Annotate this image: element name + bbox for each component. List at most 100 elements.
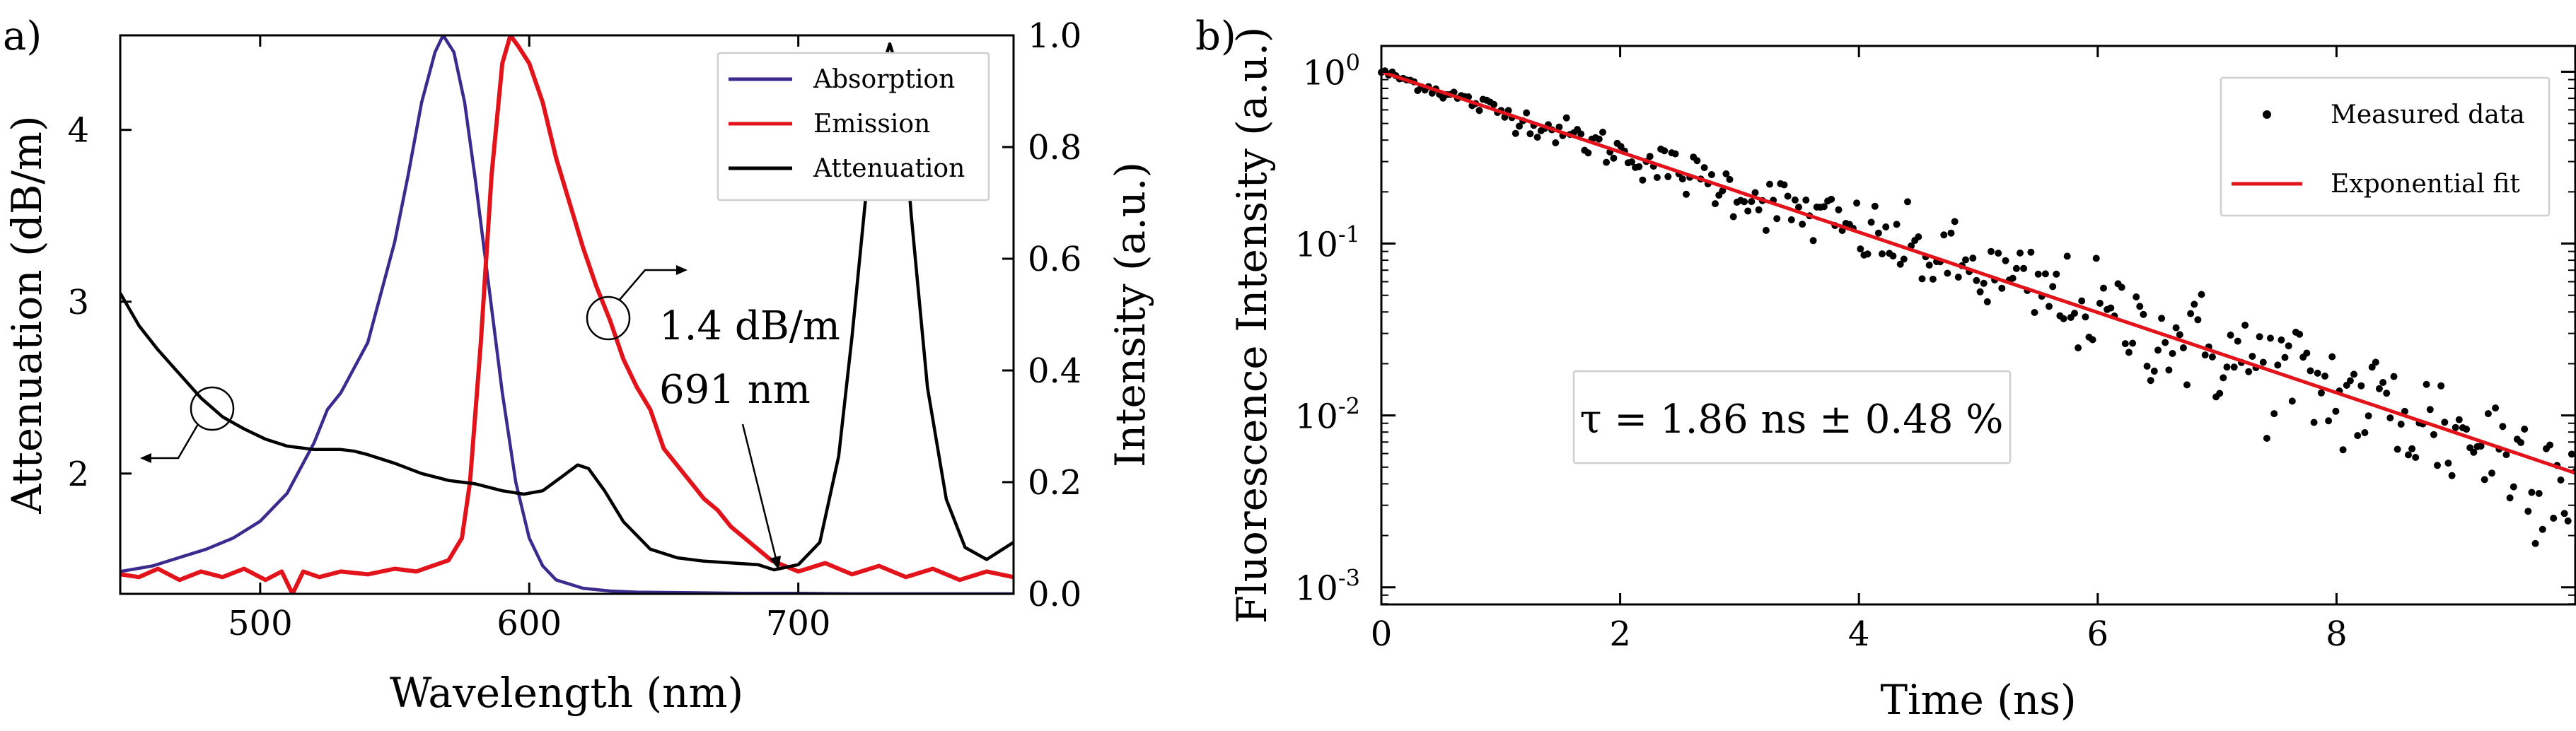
data-point xyxy=(2002,257,2009,264)
data-point xyxy=(1610,154,1618,162)
legend-absorption-label: Absorption xyxy=(813,65,955,94)
data-point xyxy=(2031,309,2038,316)
y2-tick-label: 1.0 xyxy=(1028,16,1081,56)
data-point xyxy=(2169,350,2176,357)
data-point xyxy=(2078,297,2086,305)
data-point xyxy=(1962,256,1969,264)
panel-b-xlabel: Time (ns) xyxy=(1880,676,2076,724)
data-point xyxy=(1516,122,1523,130)
data-point xyxy=(2129,339,2137,347)
data-point xyxy=(2165,366,2173,374)
data-point xyxy=(2379,379,2387,386)
data-point xyxy=(2107,304,2115,312)
panel-b-label: b) xyxy=(1195,13,1236,59)
data-point xyxy=(2328,353,2336,361)
data-point xyxy=(2100,284,2107,292)
data-point xyxy=(2208,353,2216,361)
data-point xyxy=(1678,175,1686,183)
panel-a-y2ticks: 0.0 0.2 0.4 0.6 0.8 1.0 xyxy=(1002,16,1081,614)
data-point xyxy=(2179,344,2187,351)
emission-axis-marker-circle xyxy=(586,296,631,341)
data-point xyxy=(2375,385,2383,392)
data-point xyxy=(1693,157,1701,165)
panel-a-ylabel: Attenuation (dB/m) xyxy=(3,115,51,514)
data-point xyxy=(1951,218,1959,226)
data-point xyxy=(2034,270,2042,278)
annotation-attenuation-value: 1.4 dB/m xyxy=(659,303,840,349)
data-point xyxy=(1874,229,1882,237)
data-point xyxy=(2191,300,2198,308)
data-point xyxy=(2368,363,2376,371)
data-point xyxy=(1853,199,1861,207)
data-point xyxy=(2307,367,2314,375)
data-point xyxy=(1475,107,1483,115)
data-point xyxy=(1744,207,1752,215)
data-point xyxy=(2154,346,2162,354)
panel-a-xlabel: Wavelength (nm) xyxy=(390,669,743,717)
data-point xyxy=(2354,432,2362,440)
x-tick-label: 600 xyxy=(497,604,562,643)
attenuation-axis-marker-arrow xyxy=(147,423,199,460)
x-tick-label: 4 xyxy=(1848,614,1870,654)
data-point xyxy=(2046,303,2053,310)
legend-attenuation-label: Attenuation xyxy=(813,154,965,183)
y-tick-label: 4 xyxy=(67,111,89,151)
data-point xyxy=(2136,303,2144,310)
data-point xyxy=(1599,129,1606,136)
legend-measured-swatch xyxy=(2263,110,2271,119)
data-point xyxy=(2147,377,2154,385)
panel-a-legend: Absorption Emission Attenuation xyxy=(716,52,990,201)
data-point xyxy=(1748,198,1756,206)
data-point xyxy=(1900,255,1908,263)
series-line-emission xyxy=(120,35,1014,594)
y2-tick-label: 0.0 xyxy=(1028,575,1081,614)
tau-annotation-text: τ = 1.86 ns ± 0.48 % xyxy=(1579,397,2003,443)
data-point xyxy=(1864,250,1872,258)
x-tick-label: 2 xyxy=(1609,614,1631,654)
data-point xyxy=(1628,158,1635,165)
data-point xyxy=(2437,382,2445,390)
right-arrowhead-icon xyxy=(676,265,687,275)
data-point xyxy=(2216,390,2224,397)
panel-b-series xyxy=(1378,67,2576,547)
data-point xyxy=(2176,331,2183,339)
data-point xyxy=(2303,349,2311,357)
data-point xyxy=(1820,203,1828,211)
data-point xyxy=(1719,187,1727,194)
data-point xyxy=(2187,310,2195,317)
data-point xyxy=(1983,298,1991,305)
y-tick-label: 10-1 xyxy=(1295,221,1360,265)
data-point xyxy=(2053,270,2060,278)
panel-a-y2label: Intensity (a.u.) xyxy=(1106,162,1154,467)
data-point xyxy=(1795,204,1802,211)
y2-tick-label: 0.8 xyxy=(1028,128,1081,168)
data-point xyxy=(2510,483,2517,491)
data-point xyxy=(1882,223,1890,230)
data-point xyxy=(2278,336,2285,344)
data-point xyxy=(2194,316,2202,324)
data-point xyxy=(2492,404,2500,412)
data-point xyxy=(1751,189,1759,197)
y-tick-label: 2 xyxy=(67,455,89,494)
panel-a-legend-box xyxy=(716,52,990,201)
data-point xyxy=(2143,363,2151,370)
data-point xyxy=(1784,192,1792,200)
data-point xyxy=(2339,446,2347,454)
data-point xyxy=(2314,369,2321,377)
data-point xyxy=(1802,197,1810,204)
data-point xyxy=(2310,419,2318,426)
data-point xyxy=(2564,517,2572,525)
data-point xyxy=(1523,109,1531,117)
data-point xyxy=(1595,135,1603,143)
data-point xyxy=(2397,421,2405,428)
annotation-arrowhead-icon xyxy=(770,556,781,570)
data-point xyxy=(1533,134,1541,141)
tau-annotation-box xyxy=(1572,370,2012,464)
y-tick-label: 100 xyxy=(1303,49,1360,93)
panel-b-yticks: 100 10-1 10-2 10-3 xyxy=(1295,49,2575,609)
data-point xyxy=(1726,175,1734,183)
x-tick-label: 700 xyxy=(766,604,831,643)
data-point xyxy=(1755,206,1763,214)
data-point xyxy=(1646,153,1654,160)
series-axis-markers xyxy=(140,265,687,463)
